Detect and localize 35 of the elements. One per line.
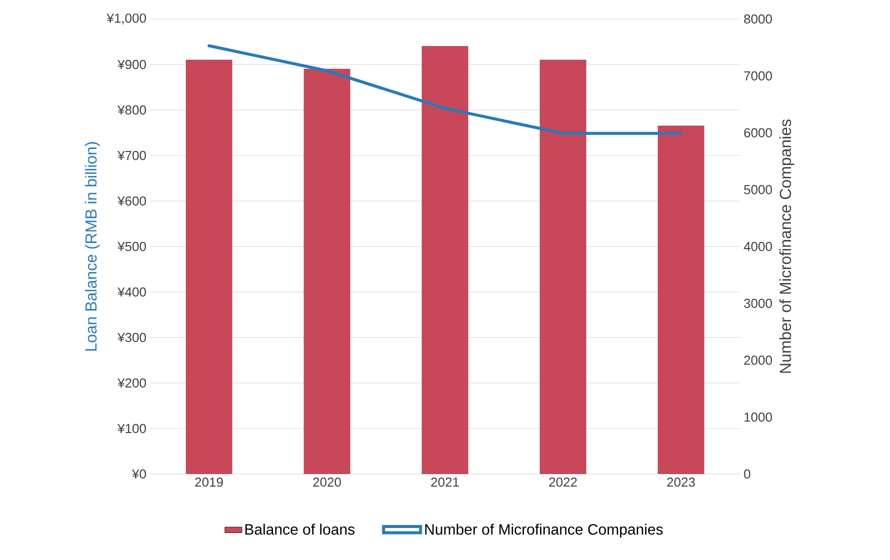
y2-tick-label: 7000 <box>744 71 772 80</box>
y-axis-title: Loan Balance (RMB in billion) <box>84 142 100 351</box>
y-tick-label: ¥200 <box>118 378 146 388</box>
bar <box>304 68 350 474</box>
y-tick-label: ¥400 <box>118 287 146 297</box>
y2-tick-label: 4000 <box>744 242 772 252</box>
legend-label: Number of Microfinance Companies <box>425 524 663 538</box>
y-tick-label: ¥100 <box>118 424 146 434</box>
x-tick-label: 2023 <box>667 478 695 487</box>
bar <box>540 60 586 474</box>
y-tick-label: ¥800 <box>118 105 146 115</box>
y2-tick-label: 1000 <box>744 412 772 422</box>
x-tick-label: 2019 <box>195 478 223 487</box>
bar <box>658 126 704 474</box>
y-tick-label: ¥0 <box>132 469 146 479</box>
y2-tick-label: 2000 <box>744 356 772 365</box>
x-tick-label: 2022 <box>549 478 577 487</box>
bar <box>186 60 232 474</box>
y-tick-label: ¥900 <box>118 60 146 70</box>
y-tick-label: ¥500 <box>118 242 146 252</box>
y2-tick-label: 5000 <box>744 185 772 194</box>
y2-axis-title: Number of Microfinance Companies <box>779 120 794 373</box>
line-series <box>208 44 683 135</box>
x-tick-label: 2020 <box>313 478 341 487</box>
y2-tick-label: 6000 <box>744 128 772 138</box>
bar <box>422 46 468 474</box>
y2-tick-label: 0 <box>744 469 750 479</box>
y-tick-label: ¥600 <box>118 196 146 206</box>
y-tick-label: ¥700 <box>118 150 146 160</box>
y2-tick-label: 3000 <box>744 298 772 308</box>
y2-tick-label: 8000 <box>744 14 772 24</box>
x-tick-label: 2021 <box>431 478 459 487</box>
y-tick-label: ¥1,000 <box>106 14 146 24</box>
y-tick-label: ¥300 <box>118 332 146 342</box>
legend-label: Balance of loans <box>245 524 354 535</box>
